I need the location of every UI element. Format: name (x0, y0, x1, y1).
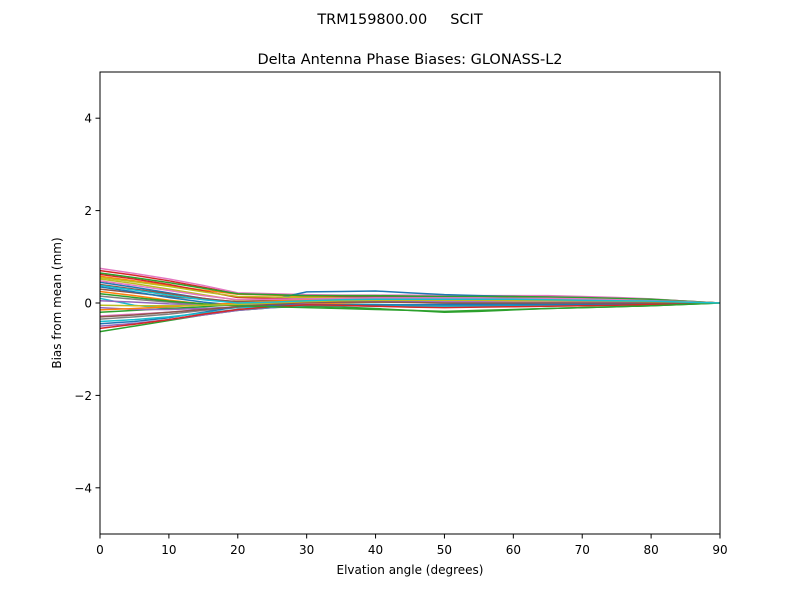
x-tick-label: 30 (299, 543, 314, 557)
x-tick-label: 0 (96, 543, 104, 557)
y-tick-label: 4 (84, 112, 92, 126)
series-line-23 (99, 272, 721, 304)
x-tick-label: 80 (643, 543, 658, 557)
y-tick-label: −4 (74, 481, 92, 495)
series-line-21 (99, 286, 721, 307)
x-tick-label: 50 (437, 543, 452, 557)
x-tick-label: 70 (575, 543, 590, 557)
series-layer (99, 267, 721, 333)
series-line-26 (99, 301, 720, 318)
y-tick-label: −2 (74, 389, 92, 403)
plot-frame (99, 71, 721, 535)
x-tick-label: 10 (161, 543, 176, 557)
series-line-24 (99, 302, 721, 330)
x-tick-label: 20 (230, 543, 245, 557)
y-axis-label: Bias from mean (mm) (50, 237, 64, 368)
series-line-7 (99, 267, 721, 304)
series-line-28 (99, 293, 721, 313)
x-tick-label: 90 (712, 543, 727, 557)
series-line-27 (99, 280, 721, 304)
ticks-layer: 0 10 20 30 40 50 60 70 80 90 −4 −2 0 2 4 (74, 112, 727, 557)
chart-suptitle: TRM159800.00 SCIT (316, 12, 483, 28)
y-tick-label: 0 (84, 297, 92, 311)
x-tick-label: 60 (506, 543, 521, 557)
y-tick-label: 2 (84, 204, 92, 218)
series-line-30 (99, 284, 721, 304)
chart-title: Delta Antenna Phase Biases: GLONASS-L2 (257, 52, 562, 68)
x-axis-label: Elvation angle (degrees) (337, 563, 484, 577)
x-tick-label: 40 (368, 543, 383, 557)
